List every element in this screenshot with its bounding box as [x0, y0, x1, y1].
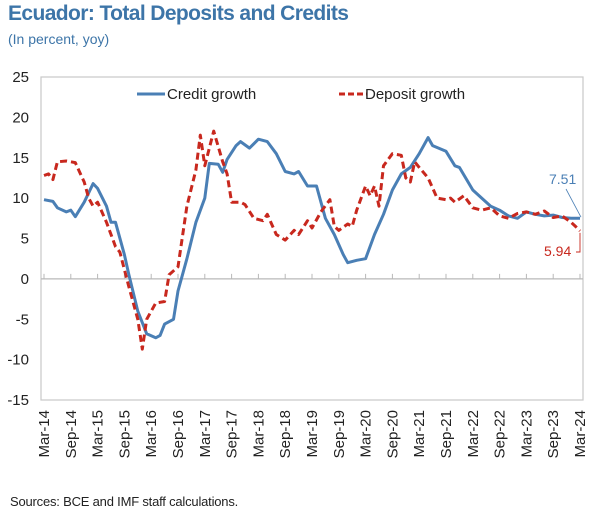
y-tick-label: 10: [12, 190, 29, 207]
x-tick-label: Mar-15: [90, 410, 107, 458]
y-tick-label: -15: [7, 392, 29, 409]
x-tick-label: Sep-17: [224, 410, 241, 458]
x-tick-label: Sep-23: [545, 410, 562, 458]
x-tick-label: Mar-16: [143, 410, 160, 458]
y-tick-label: 5: [21, 231, 29, 248]
deposit-end-label: 5.94: [544, 243, 571, 259]
legend-label-credit-growth: Credit growth: [167, 86, 256, 103]
legend-label-deposit-growth: Deposit growth: [365, 86, 465, 103]
x-tick-label: Sep-20: [384, 410, 401, 458]
x-tick-label: Sep-18: [277, 410, 294, 458]
x-tick-label: Mar-17: [197, 410, 214, 458]
plot-frame: [40, 76, 584, 401]
credit-end-leader: [565, 188, 582, 218]
x-tick-label: Sep-15: [116, 410, 133, 458]
y-tick-label: -5: [16, 311, 29, 328]
x-tick-label: Mar-20: [358, 410, 375, 458]
chart-title: Ecuador: Total Deposits and Credits: [8, 2, 349, 25]
x-tick-label: Sep-22: [492, 410, 509, 458]
x-tick-label: Mar-21: [411, 410, 428, 458]
deposit-growth-line: [43, 129, 582, 351]
x-tick-label: Mar-18: [250, 410, 267, 458]
x-tick-label: Sep-16: [170, 410, 187, 458]
x-tick-label: Sep-14: [63, 410, 80, 458]
x-tick-label: Sep-21: [438, 410, 455, 458]
credit-growth-line: [43, 136, 581, 340]
x-tick-label: Mar-22: [465, 410, 482, 458]
y-tick-label: 25: [12, 69, 29, 86]
credit-end-label: 7.51: [549, 171, 576, 187]
deposit-end-leader: [576, 232, 581, 253]
x-tick-label: Sep-19: [331, 410, 348, 458]
y-tick-label: 15: [12, 150, 29, 167]
y-tick-label: 0: [21, 271, 29, 288]
y-tick-label: 20: [12, 109, 29, 126]
line-chart: 25 20 15 10 5 0 -5 -10 -15 Mar-14 Sep-14 Mar-15 Sep…: [7, 69, 589, 458]
source-note: Sources: BCE and IMF staff calculations.: [10, 494, 239, 509]
x-tick-label: Mar-23: [518, 410, 535, 458]
y-tick-label: -10: [7, 352, 29, 369]
chart-subtitle: (In percent, yoy): [8, 31, 110, 47]
x-tick-label: Mar-24: [572, 410, 589, 458]
x-tick-label: Mar-19: [304, 410, 321, 458]
x-tick-label: Mar-14: [36, 410, 53, 458]
